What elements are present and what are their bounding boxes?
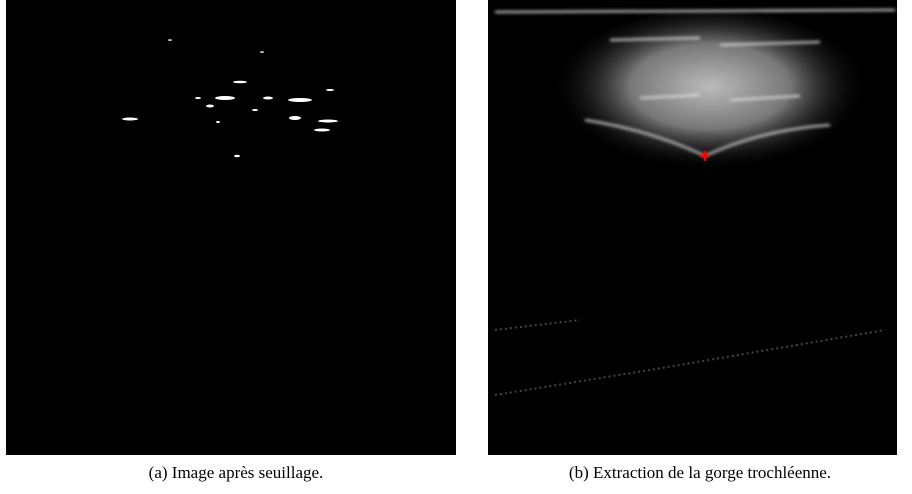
caption: (b) Extraction de la gorge trochléenne. [569,463,831,483]
figure-images [0,0,912,460]
ultrasound-image [488,0,897,455]
thresholded-image [6,0,456,455]
page: (a) Image après seuillage. (b) Extractio… [0,0,912,494]
caption: (a) Image après seuillage. [149,463,324,483]
